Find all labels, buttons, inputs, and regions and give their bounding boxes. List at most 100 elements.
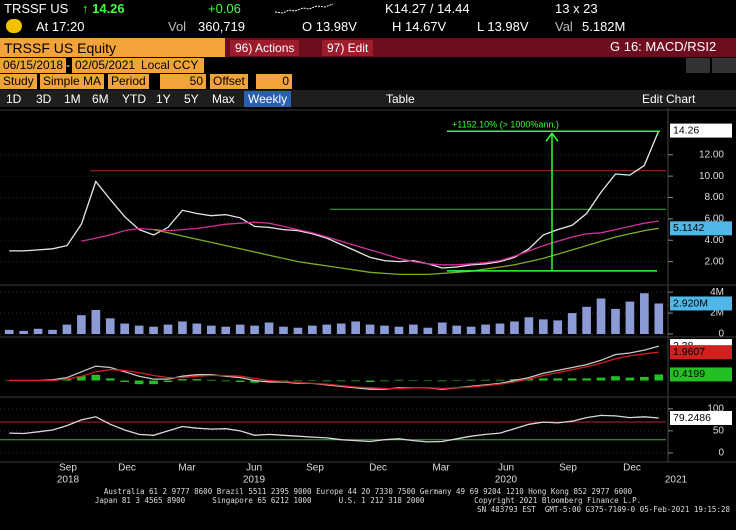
bar [308,325,317,334]
bar [582,306,591,334]
bar [538,378,548,381]
toolbar [0,90,736,107]
back-button[interactable] [686,58,710,73]
x-year-label: 2020 [495,475,518,486]
bar [33,328,43,334]
y-tick-label: 8.00 [705,192,725,203]
bar [322,324,332,334]
range-button[interactable]: 3D [36,92,52,106]
range-button[interactable]: 6M [92,92,109,106]
range-button[interactable]: 1Y [156,92,171,106]
bar [279,326,288,334]
bar [120,380,130,382]
bar [134,380,144,385]
bar [596,298,606,334]
value-tag-label: 5.1142 [673,222,704,234]
open: O 13.98V [302,19,357,34]
bar [481,379,490,381]
currency[interactable]: Local CCY [138,58,204,73]
y-tick-label: 2M [710,308,724,319]
bar [596,377,606,381]
chart-background [0,108,736,460]
study[interactable]: Simple MA [40,74,104,89]
y-tick-label: 0 [718,329,724,340]
x-tick-label: Sep [306,463,324,474]
value-tag [670,410,732,425]
low: L 13.98V [477,19,529,34]
bar [192,323,202,334]
y-tick-label: 4.00 [705,235,725,246]
bar [336,380,346,382]
bar [625,301,635,334]
range-button[interactable]: YTD [122,92,146,106]
sparkline [275,3,334,14]
y-tick-label: 12.00 [699,149,724,160]
bar [163,380,173,382]
bar [466,379,476,381]
end-date[interactable]: 02/05/2021 [72,58,139,73]
security-input[interactable]: TRSSF US Equity [4,40,117,56]
bar [510,321,519,334]
bar [611,376,620,381]
command-bar [0,38,225,57]
series-line [9,414,659,443]
volume: 360,719 [198,19,245,34]
bar [611,308,620,334]
bar [163,324,173,334]
value-tag-label: 1.9607 [673,346,705,358]
bar [149,380,158,385]
footer-line: Australia 61 2 9777 8600 Brazil 5511 239… [103,487,633,496]
bar [178,321,187,334]
series-line [9,130,660,269]
range-button[interactable]: 1D [6,92,22,106]
bar [192,379,202,381]
study-label: Study [0,74,37,89]
y-tick-label: 0 [718,448,724,459]
bar [481,324,490,334]
bar [62,324,72,334]
bar [437,380,447,382]
series-line [81,220,659,266]
footer-line: SN 483793 EST GMT-5:00 G375-7109-0 05-Fe… [477,505,730,514]
bar [91,374,101,381]
table-button[interactable]: Table [386,92,415,106]
value-tag-label: 79.2486 [673,412,711,424]
bar [394,379,404,381]
offset[interactable]: 0 [256,74,292,89]
bar [77,376,86,381]
bar [336,323,346,334]
bar [77,315,86,334]
value-tag-label: 2.920M [673,297,708,309]
edit-chart-button[interactable]: Edit Chart [642,92,696,106]
bar [293,380,303,382]
bar [380,380,389,382]
frequency[interactable]: Weekly [244,91,292,107]
value: 5.182M [582,19,626,34]
range-button[interactable]: 5Y [184,92,199,106]
ticker: TRSSF US [4,1,69,16]
bar [221,380,231,382]
range-button[interactable]: Max [212,92,235,106]
x-year-label: 2018 [57,475,80,486]
y-tick-label: 100 [707,403,724,414]
bid-ask: K14.27 / 14.44 [385,1,470,16]
bar [380,325,389,334]
series-line [153,227,659,276]
bar [510,379,519,381]
bar [640,376,649,381]
last-price: ↑ 14.26 [82,1,125,16]
bar [495,379,505,381]
bar [221,326,231,334]
bar [567,378,577,381]
range-button[interactable]: 1M [64,92,81,106]
bar [19,330,28,334]
edit-button[interactable]: 97) Edit [322,40,374,56]
start-date[interactable]: 06/15/2018 [0,58,67,73]
period[interactable]: 50 [160,74,206,89]
x-tick-label: Jun [246,463,262,474]
bar [235,324,245,334]
forward-button[interactable] [712,58,736,73]
bar [654,303,664,334]
actions-button[interactable]: 96) Actions [230,40,300,56]
value-label: Val [555,19,573,34]
